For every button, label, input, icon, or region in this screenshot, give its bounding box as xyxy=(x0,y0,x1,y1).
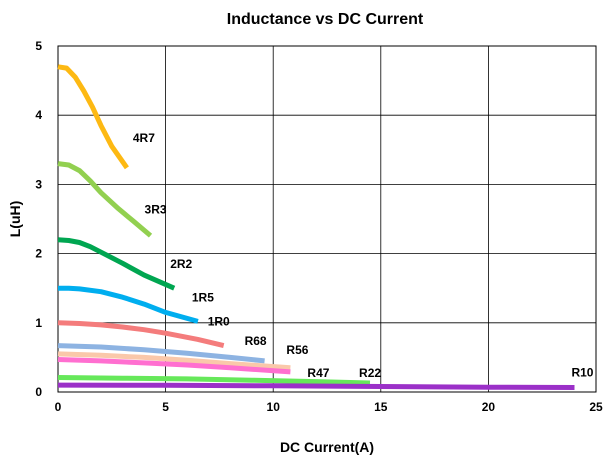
series-line-r47 xyxy=(57,357,291,375)
series-label-r47: R47 xyxy=(307,366,329,380)
series-labels: 4R7 3R3 2R2 1R5 1R0 R68 R56 R47 R22 R10 xyxy=(133,131,594,380)
series-line-3r3 xyxy=(57,161,153,238)
plot-area xyxy=(57,45,597,393)
series-line-r22 xyxy=(57,375,371,386)
series-line-1r0 xyxy=(57,320,225,349)
series-line-1r5 xyxy=(58,285,199,324)
chart-title: Inductance vs DC Current xyxy=(227,11,424,28)
series-line-r10 xyxy=(57,382,575,390)
series-label-2r2: 2R2 xyxy=(170,257,192,271)
series-label-4r7: 4R7 xyxy=(133,131,155,145)
series-line-r68 xyxy=(57,343,265,364)
y-tick-label: 5 xyxy=(35,39,42,53)
series-label-r68: R68 xyxy=(245,334,267,348)
y-tick-labels: 0 1 2 3 4 5 xyxy=(35,39,42,399)
series-label-r22: R22 xyxy=(359,366,381,380)
x-tick-label: 5 xyxy=(162,400,169,414)
x-tick-label: 15 xyxy=(374,400,388,414)
grid xyxy=(57,45,597,393)
series-line-2r2 xyxy=(57,237,176,291)
series-line-r56 xyxy=(57,351,291,371)
y-tick-label: 3 xyxy=(35,177,42,191)
series-label-1r5: 1R5 xyxy=(192,290,214,304)
y-tick-label: 2 xyxy=(35,247,42,261)
x-tick-label: 20 xyxy=(482,400,496,414)
x-tick-label: 10 xyxy=(267,400,281,414)
x-tick-label: 25 xyxy=(589,400,603,414)
x-tick-label: 0 xyxy=(55,400,62,414)
series-label-r10: R10 xyxy=(571,366,593,380)
series-label-1r0: 1R0 xyxy=(208,315,230,329)
series-line-4r7 xyxy=(57,64,129,170)
x-tick-labels: 0 5 10 15 20 25 xyxy=(55,400,603,414)
y-tick-label: 4 xyxy=(35,108,42,122)
series-lines xyxy=(57,64,575,390)
y-tick-label: 1 xyxy=(35,316,42,330)
y-axis-title: L(uH) xyxy=(7,201,23,238)
series-label-r56: R56 xyxy=(286,343,308,357)
series-label-3r3: 3R3 xyxy=(145,203,167,217)
y-tick-label: 0 xyxy=(35,385,42,399)
x-axis-title: DC Current(A) xyxy=(280,439,374,455)
